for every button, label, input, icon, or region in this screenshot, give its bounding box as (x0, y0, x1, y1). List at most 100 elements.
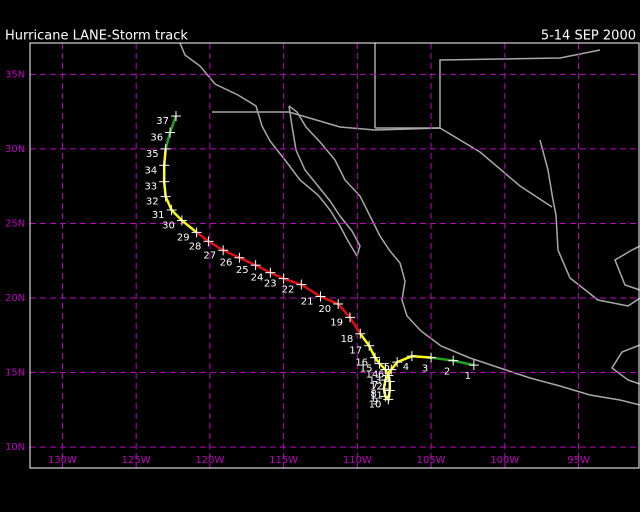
track-point: 33 (144, 176, 170, 193)
lon-tick-label: 100W (490, 455, 519, 466)
point-label: 18 (341, 334, 354, 345)
point-label: 25 (236, 265, 249, 276)
lon-tick-label: 105W (417, 455, 446, 466)
point-label: 22 (282, 285, 295, 296)
track-point: 4 (403, 351, 417, 373)
dates: 5-14 SEP 2000 (541, 29, 636, 44)
point-label: 23 (264, 279, 277, 290)
point-label: 9 (372, 396, 378, 407)
track-point: 30 (162, 215, 187, 231)
track-point: 19 (330, 312, 355, 328)
point-label: 13 (369, 376, 382, 387)
track-point: 35 (146, 143, 171, 160)
pacific-coast (179, 42, 358, 257)
track-point: 25 (236, 260, 261, 276)
point-label: 19 (330, 317, 343, 328)
point-label: 4 (403, 362, 409, 373)
lon-tick-label: 110W (343, 455, 372, 466)
point-label: 12 (370, 382, 383, 393)
track-point: 11 (370, 385, 395, 401)
point-label: 24 (251, 273, 264, 284)
lat-tick-label: 10N (5, 442, 25, 453)
point-label: 33 (144, 182, 157, 193)
baja-east-coast (288, 105, 361, 257)
track-point: 14 (366, 364, 391, 381)
lat-tick-label: 20N (5, 293, 25, 304)
lat-tick-label: 15N (5, 368, 25, 379)
point-label: 5 (384, 362, 390, 373)
point-label: 30 (162, 220, 175, 231)
track-segment (359, 333, 432, 403)
point-label: 3 (422, 364, 428, 375)
lat-tick-label: 25N (5, 218, 25, 229)
track-point: 3 (422, 352, 437, 375)
point-label: 10 (369, 399, 382, 410)
lon-tick-label: 115W (269, 455, 298, 466)
track-point: 32 (146, 191, 171, 208)
track-point: 10 (369, 394, 394, 410)
point-label: 1 (465, 371, 471, 382)
point-label: 20 (318, 304, 331, 315)
lon-tick-label: 95W (567, 455, 590, 466)
storm-track: 1234567891011121314151617181920212223242… (144, 111, 479, 410)
point-label: 7 (372, 380, 378, 391)
point-label: 29 (177, 232, 190, 243)
lat-tick-label: 35N (5, 69, 25, 80)
track-point: 15 (360, 358, 385, 375)
mainland-west-coast (288, 105, 640, 406)
track-point: 26 (220, 252, 245, 269)
point-label: 8 (371, 389, 377, 400)
lat-tick-label: 30N (5, 144, 25, 155)
track-point: 5 (384, 357, 403, 373)
point-label: 27 (203, 250, 216, 261)
track-point: 17 (349, 340, 375, 357)
track-point: 2 (444, 355, 459, 378)
state-border-2 (375, 49, 601, 129)
point-label: 17 (349, 346, 362, 357)
central-america-border (610, 344, 640, 385)
track-point: 28 (189, 236, 214, 252)
track-point: 16 (355, 352, 381, 369)
track-segment (195, 231, 362, 335)
track-point: 34 (144, 160, 170, 176)
track-point: 37 (156, 111, 181, 127)
track-point: 12 (370, 376, 395, 393)
map-frame (29, 42, 640, 469)
track-point: 21 (301, 291, 326, 308)
point-label: 14 (366, 370, 379, 381)
track-point: 29 (177, 227, 202, 243)
point-label: 37 (156, 116, 169, 127)
point-label: 11 (370, 390, 383, 401)
point-label: 28 (189, 241, 202, 252)
track-point: 24 (251, 267, 276, 284)
lon-tick-label: 120W (195, 455, 224, 466)
track-point: 27 (203, 245, 229, 261)
point-label: 26 (220, 258, 233, 269)
coastlines (179, 42, 640, 406)
gulf-coast (539, 139, 640, 307)
track-point: 20 (318, 298, 344, 315)
point-label: 2 (444, 367, 450, 378)
us-mexico-border (212, 111, 553, 208)
track-point: 36 (150, 127, 176, 143)
track-point: 13 (369, 370, 394, 387)
track-point: 22 (282, 279, 307, 296)
lon-tick-label: 125W (122, 455, 151, 466)
lon-tick-label: 130W (48, 455, 77, 466)
track-point: 23 (264, 273, 289, 290)
track-point: 31 (152, 205, 177, 221)
point-label: 15 (360, 364, 373, 375)
point-label: 32 (146, 197, 159, 208)
track-point: 8 (371, 383, 389, 400)
point-label: 35 (146, 149, 159, 160)
point-label: 16 (355, 358, 368, 369)
point-label: 6 (378, 370, 384, 381)
yucatan (614, 245, 640, 291)
grid: 10N 15N 20N 25N 30N 35N 130W 125W 120W 115W 110W 10… (5, 43, 639, 468)
point-label: 21 (301, 297, 314, 308)
point-label: 36 (150, 132, 163, 143)
track-point: 18 (341, 328, 366, 345)
